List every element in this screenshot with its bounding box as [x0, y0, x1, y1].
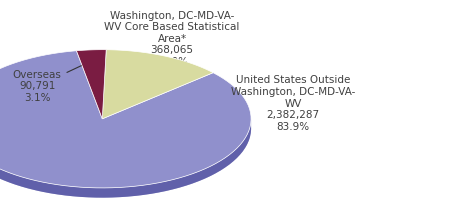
Polygon shape — [0, 120, 251, 198]
Polygon shape — [102, 50, 213, 119]
Polygon shape — [76, 50, 106, 119]
Ellipse shape — [0, 59, 251, 198]
Text: Overseas
90,791
3.1%: Overseas 90,791 3.1% — [13, 61, 90, 103]
Polygon shape — [0, 51, 251, 188]
Text: United States Outside
Washington, DC-MD-VA-
WV
2,382,287
83.9%: United States Outside Washington, DC-MD-… — [231, 75, 355, 132]
Text: Washington, DC-MD-VA-
WV Core Based Statistical
Area*
368,065
13.0%: Washington, DC-MD-VA- WV Core Based Stat… — [104, 11, 240, 72]
